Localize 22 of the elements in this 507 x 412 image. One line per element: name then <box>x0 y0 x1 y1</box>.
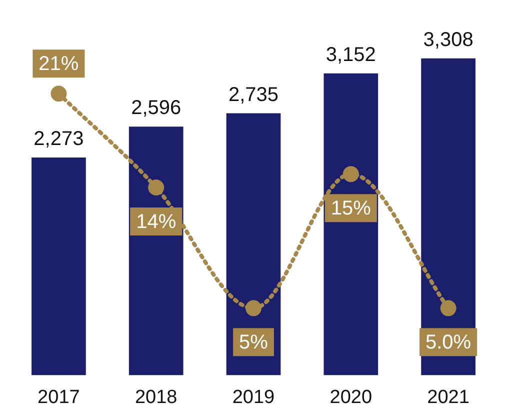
data-label: 5% <box>239 332 268 354</box>
bar <box>226 113 281 376</box>
data-label: 15% <box>330 198 372 220</box>
bar <box>32 158 86 376</box>
data-label: 3,152 <box>326 44 376 66</box>
data-label: 2,735 <box>228 84 279 106</box>
x-tick-label: 2021 <box>427 386 470 408</box>
x-tick-label: 2020 <box>330 386 372 408</box>
point <box>246 300 262 316</box>
data-label: 2,596 <box>131 97 182 120</box>
point <box>342 166 359 182</box>
x-tick-label: 2018 <box>134 386 178 408</box>
x-tick-label: 2017 <box>38 386 80 408</box>
data-label: 14% <box>136 211 176 234</box>
point <box>440 300 456 316</box>
data-label: 5.0% <box>426 332 472 354</box>
point <box>50 86 67 102</box>
data-label: 2,273 <box>34 128 84 150</box>
point <box>148 179 164 196</box>
data-label: 3,308 <box>423 28 474 51</box>
x-tick-label: 2019 <box>232 386 275 408</box>
data-label: 21% <box>38 53 79 76</box>
